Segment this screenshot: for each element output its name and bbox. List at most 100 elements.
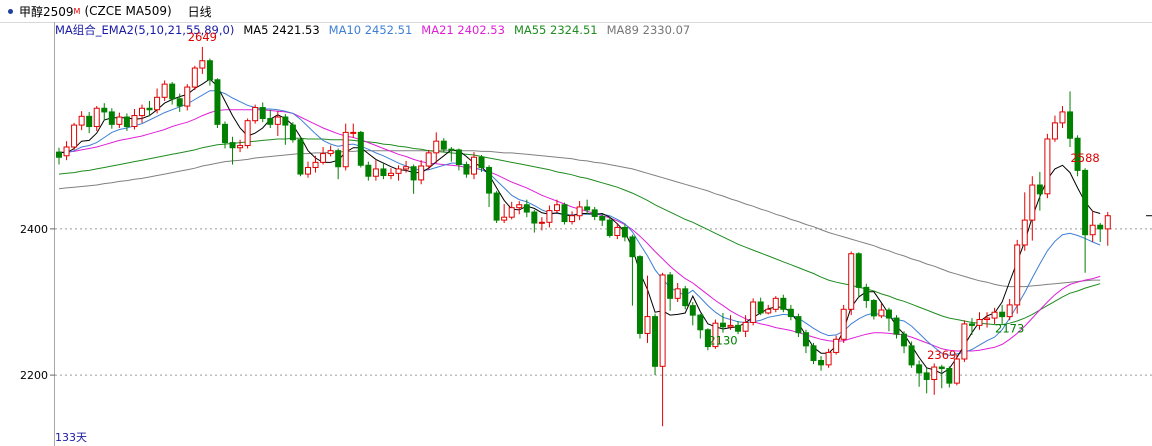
candle-body bbox=[214, 79, 221, 125]
candle-body bbox=[833, 338, 840, 353]
candle-body bbox=[674, 288, 681, 299]
candle-body bbox=[840, 308, 847, 340]
candle-body bbox=[365, 164, 372, 177]
candle-body bbox=[599, 215, 606, 221]
candle-body bbox=[569, 215, 576, 223]
bullet-icon bbox=[8, 8, 13, 14]
candle-73 bbox=[606, 217, 613, 238]
candle-108 bbox=[870, 299, 877, 320]
candle-body bbox=[1059, 111, 1066, 124]
chart-title-bar: 甲醇2509 M (CZCE MA509) 日线 bbox=[0, 0, 1152, 23]
candle-90 bbox=[735, 320, 742, 335]
candle-127 bbox=[1014, 239, 1021, 314]
candle-16 bbox=[176, 93, 183, 112]
candle-body bbox=[508, 207, 515, 218]
candle-body bbox=[199, 60, 206, 69]
legend-ma21: MA21 2402.53 bbox=[421, 23, 505, 37]
candle-49 bbox=[425, 149, 432, 170]
candle-133 bbox=[1059, 106, 1066, 128]
candle-body bbox=[282, 116, 289, 126]
candle-body bbox=[780, 297, 787, 310]
candle-body bbox=[101, 107, 108, 113]
candle-body bbox=[350, 131, 357, 134]
candle-body bbox=[1104, 215, 1111, 230]
candle-body bbox=[870, 300, 877, 317]
annotation-2649: 2649 bbox=[188, 30, 217, 44]
candle-126 bbox=[1006, 299, 1013, 321]
candle-33 bbox=[304, 161, 311, 178]
candle-body bbox=[795, 316, 802, 334]
annotation-2369: 2369 bbox=[927, 348, 956, 362]
candle-body bbox=[486, 166, 493, 194]
candle-body bbox=[229, 142, 236, 149]
candle-body bbox=[123, 116, 130, 128]
candle-body bbox=[908, 345, 915, 366]
candle-91 bbox=[742, 315, 749, 338]
candle-body bbox=[440, 140, 447, 150]
candle-body bbox=[380, 168, 387, 177]
candle-body bbox=[395, 168, 402, 174]
candle-body bbox=[56, 151, 62, 158]
candle-body bbox=[493, 192, 500, 221]
candle-95 bbox=[772, 296, 779, 313]
candle-body bbox=[176, 98, 183, 107]
candle-body bbox=[538, 221, 545, 224]
candle-body bbox=[259, 107, 266, 119]
candle-body bbox=[893, 317, 900, 335]
instrument-name[interactable]: 甲醇2509 bbox=[19, 4, 74, 19]
candle-80 bbox=[659, 272, 666, 427]
candle-12 bbox=[146, 100, 153, 117]
candle-114 bbox=[916, 360, 923, 387]
candle-body bbox=[131, 115, 138, 128]
candle-body bbox=[1036, 184, 1043, 195]
candle-6 bbox=[101, 103, 108, 121]
candle-67 bbox=[561, 202, 568, 225]
candle-54 bbox=[463, 161, 470, 178]
candle-body bbox=[553, 204, 560, 212]
candle-38 bbox=[342, 123, 349, 171]
candle-body bbox=[712, 322, 719, 348]
candle-body bbox=[206, 60, 213, 81]
candle-55 bbox=[470, 152, 477, 180]
indicator-name[interactable]: MA组合_EMA2(5,10,21,55,89,0) bbox=[55, 23, 235, 37]
candle-body bbox=[501, 216, 508, 221]
candle-88 bbox=[719, 312, 726, 333]
candle-body bbox=[312, 161, 319, 168]
candle-134 bbox=[1067, 91, 1074, 148]
candle-110 bbox=[885, 307, 892, 332]
candle-26 bbox=[252, 104, 259, 124]
period-selector[interactable]: 日线 bbox=[187, 4, 212, 19]
candle-body bbox=[727, 324, 734, 328]
candle-body bbox=[991, 311, 998, 319]
candle-body bbox=[78, 115, 85, 126]
candle-body bbox=[953, 358, 960, 384]
candle-129 bbox=[1029, 176, 1036, 241]
candle-7 bbox=[108, 108, 115, 129]
candle-body bbox=[931, 366, 938, 380]
candle-139 bbox=[1104, 212, 1111, 246]
candle-body bbox=[267, 117, 274, 125]
candle-body bbox=[1097, 224, 1104, 230]
candle-135 bbox=[1074, 135, 1081, 177]
candle-70 bbox=[584, 199, 591, 215]
candle-body bbox=[1006, 304, 1013, 318]
candle-120 bbox=[961, 320, 968, 362]
candle-body bbox=[154, 96, 161, 111]
y-tick-2400: 2400 bbox=[20, 223, 48, 236]
candle-51 bbox=[440, 138, 447, 153]
candle-4 bbox=[86, 111, 93, 134]
candle-body bbox=[885, 309, 892, 319]
candle-body bbox=[387, 172, 394, 177]
candle-body bbox=[878, 309, 885, 317]
candle-body bbox=[591, 209, 598, 217]
candle-body bbox=[138, 107, 145, 117]
candle-body bbox=[742, 321, 749, 332]
candle-body bbox=[425, 152, 432, 167]
candle-53 bbox=[455, 148, 462, 171]
candle-62 bbox=[523, 199, 530, 218]
candle-48 bbox=[418, 160, 425, 185]
candle-body bbox=[682, 288, 689, 307]
candle-body bbox=[327, 150, 334, 155]
candle-85 bbox=[697, 313, 704, 339]
